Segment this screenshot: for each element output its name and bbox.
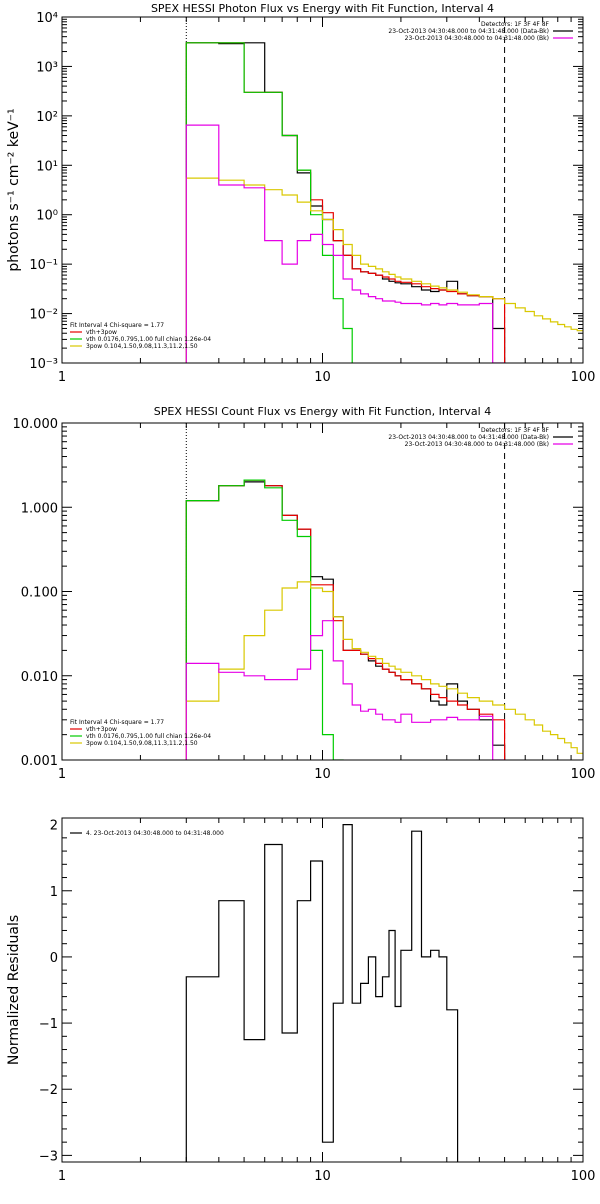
legend-left-text: 3pow 0.104,1.50,9.08,11.3,11.2,1.50 xyxy=(86,740,198,747)
legend-left-text: 4. 23-Oct-2013 04:30:48.000 to 04:31:48.… xyxy=(86,830,224,837)
chart-count: SPEX HESSI Count Flux vs Energy with Fit… xyxy=(13,405,596,782)
x-tick-label: 10 xyxy=(314,1169,331,1184)
y-tick-label: 0 xyxy=(50,951,58,966)
series-residuals xyxy=(185,824,459,1162)
y-axis-label: photons s⁻¹ cm⁻² keV⁻¹ xyxy=(6,108,22,271)
legend-right-text: 23-Oct-2013 04:30:48.000 to 04:31:48.000… xyxy=(405,35,549,42)
series-vth xyxy=(185,479,344,760)
x-tick-label: 10 xyxy=(314,370,331,385)
x-tick-label: 10 xyxy=(314,767,331,782)
plot-frame xyxy=(61,817,584,1163)
y-tick-label: 10.000 xyxy=(13,417,59,432)
x-tick-label: 1 xyxy=(58,370,66,385)
y-tick-label: 2 xyxy=(50,819,58,834)
y-tick-label: 1 xyxy=(50,885,58,900)
series-vth+3pow xyxy=(185,479,506,760)
legend-left-text: Fit Interval 4 Chi-square = 1.77 xyxy=(70,322,164,329)
y-tick-label: 10⁻³ xyxy=(29,357,58,372)
plot-frame xyxy=(61,16,584,364)
chart-title: SPEX HESSI Photon Flux vs Energy with Fi… xyxy=(151,2,494,15)
legend-left-text: vth 0.0176,0.795,1.00 full chian 1.26e-0… xyxy=(86,733,211,740)
series-background xyxy=(185,124,506,363)
series-data xyxy=(185,481,506,760)
y-tick-label: −2 xyxy=(39,1083,58,1098)
x-tick-label: 1 xyxy=(58,1169,66,1184)
legend-left-text: vth+3pow xyxy=(86,329,117,336)
x-tick-label: 100 xyxy=(571,370,596,385)
x-tick-label: 100 xyxy=(571,1169,596,1184)
series-data xyxy=(185,42,506,363)
legend-right-text: Detectors: 1F 3F 4F 8F xyxy=(481,21,550,28)
legend-left-text: Fit Interval 4 Chi-square = 1.77 xyxy=(70,719,164,726)
chart-title: SPEX HESSI Count Flux vs Energy with Fit… xyxy=(154,405,491,418)
y-tick-label: −3 xyxy=(39,1149,58,1164)
chart-resid: 1 10 100 −3 −2 −1 0 1 2 Normalized Residuals 4. 23… xyxy=(6,817,596,1184)
legend-right-text: 23-Oct-2013 04:30:48.000 to 04:31:48.000… xyxy=(388,28,549,35)
series-3pow xyxy=(185,581,583,760)
series-3pow xyxy=(185,177,583,363)
legend-right-text: Detectors: 1F 3F 4F 8F xyxy=(481,427,550,434)
y-tick-label: 10² xyxy=(36,110,58,125)
legend-right-text: 23-Oct-2013 04:30:48.000 to 04:31:48.000… xyxy=(405,441,549,448)
series-group xyxy=(185,479,583,760)
y-tick-label: 10⁰ xyxy=(36,209,58,224)
x-tick-label: 1 xyxy=(58,767,66,782)
series-vth xyxy=(185,42,353,363)
y-tick-label: 10¹ xyxy=(36,159,58,174)
x-tick-label: 100 xyxy=(571,767,596,782)
legend-left-text: vth 0.0176,0.795,1.00 full chian 1.26e-0… xyxy=(86,336,211,343)
legend-left-text: 3pow 0.104,1.50,9.08,11.3,11.2,1.50 xyxy=(86,343,198,350)
y-tick-label: 10⁴ xyxy=(36,11,58,26)
series-vth+3pow xyxy=(185,42,506,363)
series-group xyxy=(185,824,459,1162)
y-tick-label: 10³ xyxy=(36,60,58,75)
legend-right-text: 23-Oct-2013 04:30:48.000 to 04:31:48.000… xyxy=(388,434,549,441)
series-background xyxy=(185,620,506,760)
y-tick-label: 0.010 xyxy=(21,670,58,685)
y-tick-label: 0.001 xyxy=(21,754,58,769)
plot-frame xyxy=(61,422,584,761)
y-tick-label: 0.100 xyxy=(21,586,58,601)
y-tick-label: 10⁻² xyxy=(29,308,58,323)
y-tick-label: −1 xyxy=(39,1017,58,1032)
y-tick-label: 1.000 xyxy=(21,501,58,516)
series-group xyxy=(185,42,583,363)
chart-photon: SPEX HESSI Photon Flux vs Energy with Fi… xyxy=(6,2,595,385)
y-tick-label: 10⁻¹ xyxy=(29,258,58,273)
y-axis-label: Normalized Residuals xyxy=(6,915,22,1065)
legend-left-text: vth+3pow xyxy=(86,726,117,733)
